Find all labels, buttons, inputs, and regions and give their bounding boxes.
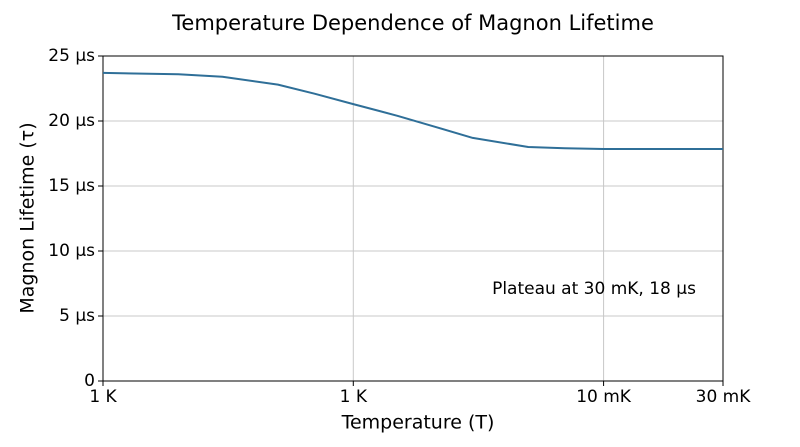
plot-frame xyxy=(102,55,724,382)
y-tick-label: 10 μs xyxy=(48,241,95,261)
y-axis-label: Magnon Lifetime (τ) xyxy=(17,122,39,313)
x-tick-label: 1 K xyxy=(340,387,368,407)
y-tick-label: 15 μs xyxy=(48,176,95,196)
y-tick-label: 0 xyxy=(84,371,95,391)
x-tick-label: 10 mK xyxy=(576,387,632,407)
y-tick-label: 5 μs xyxy=(59,306,95,326)
y-tick-label: 20 μs xyxy=(48,111,95,131)
data-line xyxy=(102,71,723,150)
chart-title: Temperature Dependence of Magnon Lifetim… xyxy=(171,11,654,35)
x-tick-label: 30 mK xyxy=(696,387,752,407)
x-axis-label: Temperature (T) xyxy=(341,412,495,434)
y-tick-label: 25 μs xyxy=(48,46,95,66)
annotation: Plateau at 30 mK, 18 μs xyxy=(492,279,696,299)
x-tick-label: 1 K xyxy=(89,387,117,407)
